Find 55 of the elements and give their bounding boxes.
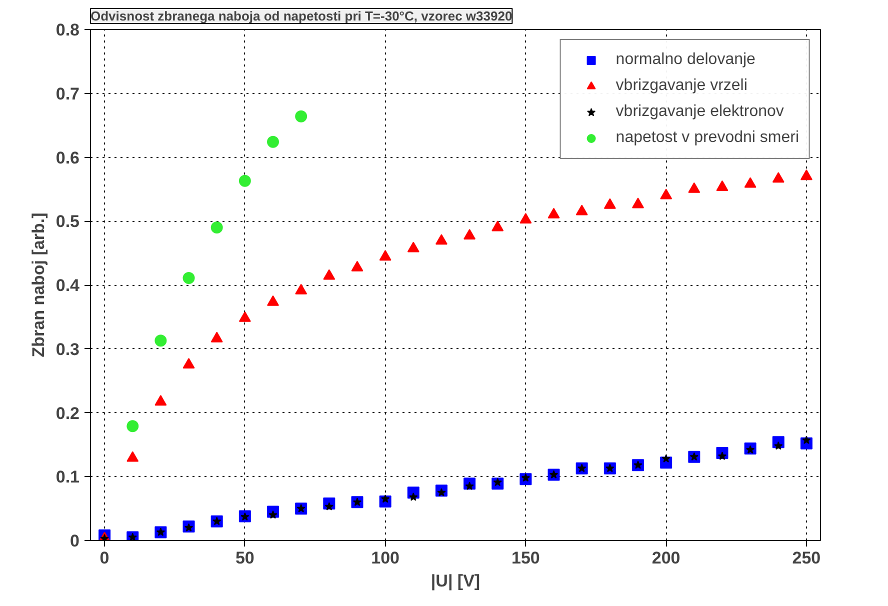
y-tick-label: 0.6	[56, 148, 80, 168]
point	[379, 250, 392, 261]
y-tick-label: 0.5	[56, 212, 80, 232]
y-tick-label: 0.7	[56, 84, 80, 104]
point	[548, 208, 560, 218]
point	[238, 174, 251, 187]
x-tick-label: 100	[371, 548, 400, 568]
point	[492, 220, 504, 232]
point	[182, 358, 195, 369]
point	[184, 523, 194, 532]
point	[716, 180, 728, 191]
point	[744, 177, 756, 188]
y-axis-title: Zbran naboj [arb.]	[28, 212, 48, 358]
point	[352, 498, 362, 506]
legend-label: vbrizgavanje elektronov	[616, 103, 784, 121]
x-tick-label: 200	[652, 548, 680, 568]
x-axis-title: |U| [V]	[430, 572, 480, 590]
legend-label: napetost v prevodni smeri	[616, 129, 799, 147]
point	[154, 395, 167, 406]
point	[772, 172, 784, 183]
point	[688, 182, 700, 193]
point	[210, 332, 223, 342]
point	[549, 470, 558, 478]
point	[435, 234, 448, 245]
point	[182, 272, 195, 284]
y-tick-label: 0	[70, 532, 80, 550]
point	[323, 269, 336, 280]
y-tick-label: 0.3	[56, 340, 80, 359]
y-tick-label: 0.8	[56, 20, 80, 40]
y-tick-label: 0.2	[56, 404, 80, 423]
point	[407, 242, 420, 252]
legend-label: vbrizgavanje vrzeli	[616, 77, 748, 95]
legend-label: normalno delovanje	[616, 51, 756, 69]
point	[604, 198, 616, 209]
point	[295, 284, 308, 294]
point	[210, 222, 223, 234]
y-tick-label: 0.1	[56, 468, 80, 487]
point	[520, 212, 532, 224]
x-tick-label: 0	[100, 548, 110, 568]
x-tick-label: 250	[792, 548, 821, 568]
point	[464, 228, 476, 240]
point	[154, 334, 167, 347]
y-tick-label: 0.4	[56, 276, 80, 295]
point	[267, 295, 279, 306]
point	[126, 451, 139, 462]
x-tick-label: 50	[235, 548, 254, 568]
point	[126, 420, 139, 432]
point	[576, 204, 588, 216]
point	[632, 198, 644, 208]
point	[800, 170, 812, 180]
x-tick-label: 150	[512, 548, 540, 568]
point	[718, 452, 727, 460]
point	[238, 311, 251, 322]
point	[660, 188, 672, 200]
point	[351, 260, 364, 272]
